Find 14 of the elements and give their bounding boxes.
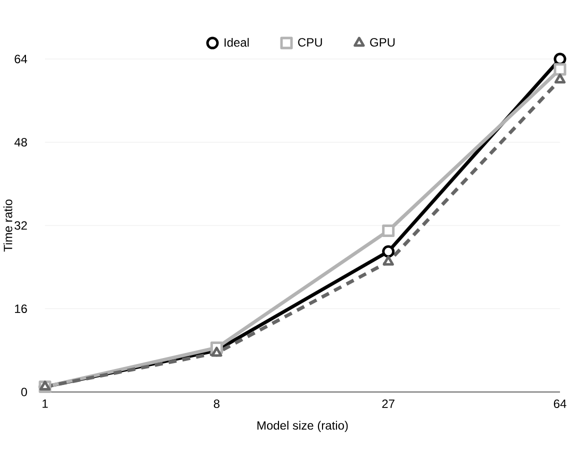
legend-label: Ideal (224, 38, 249, 47)
y-tick-label: 32 (14, 221, 27, 230)
y-axis-title: Time ratio (3, 200, 12, 252)
y-tick-label: 16 (15, 304, 27, 313)
x-tick-label: 8 (214, 400, 220, 408)
y-tick-label: 48 (14, 138, 27, 146)
legend-label: GPU (370, 38, 395, 47)
x-tick-label: 64 (554, 400, 566, 408)
y-tick-label: 0 (21, 388, 28, 396)
legend-label: CPU (298, 38, 322, 47)
x-axis-title: Model size (ratio) (257, 420, 348, 432)
x-tick-label: 1 (42, 400, 48, 408)
x-tick-label: 27 (382, 400, 394, 408)
y-tick-label: 64 (14, 54, 28, 64)
